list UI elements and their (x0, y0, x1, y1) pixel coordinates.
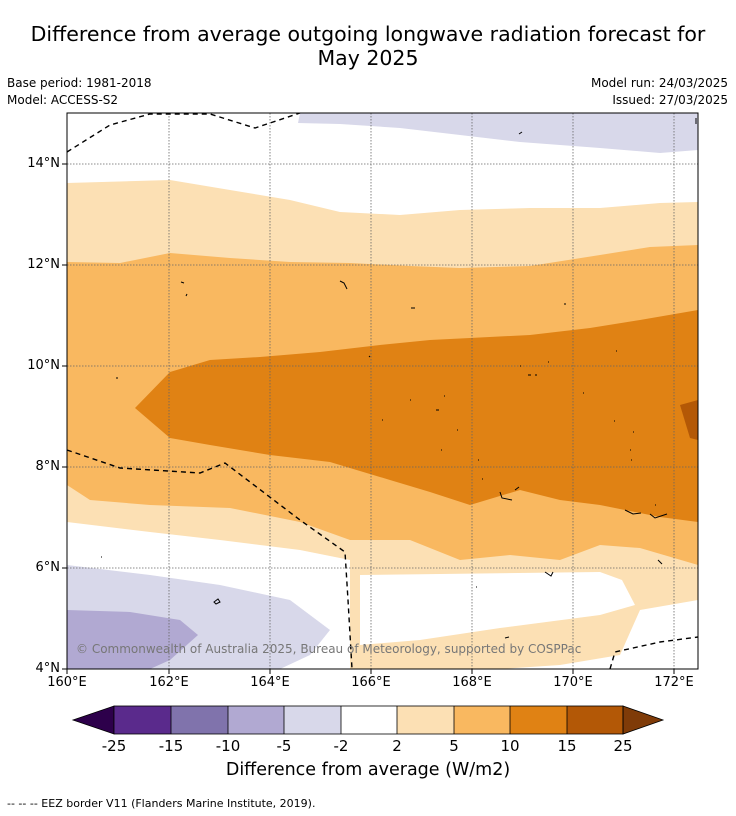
colorbar-tick-label: -2 (333, 737, 349, 755)
map-title-line1: Difference from average outgoing longwav… (30, 22, 706, 46)
colorbar-tick-label: -10 (215, 737, 241, 755)
colorbar-under-arrow (71, 705, 115, 735)
colorbar-tick-label: -25 (101, 737, 127, 755)
eez-footnote: -- -- -- EEZ border V11 (Flanders Marine… (7, 797, 316, 810)
map-title: Difference from average outgoing longwav… (0, 22, 736, 70)
lat-label-12n: 12°N (27, 257, 60, 272)
model-text: Model: ACCESS-S2 (7, 93, 119, 107)
colorbar (71, 705, 665, 735)
lon-label-170e: 170°E (553, 675, 593, 690)
band-neg5-top (298, 113, 698, 153)
colorbar-tick-label: 25 (613, 737, 633, 755)
colorbar-tick-label: 10 (500, 737, 520, 755)
map-border (66, 112, 699, 670)
colorbar-bin-1 (114, 706, 171, 734)
islands (101, 118, 697, 639)
lat-label-14n: 14°N (27, 156, 60, 171)
colorbar-tick-label: 2 (392, 737, 402, 755)
lon-label-172e: 172°E (654, 675, 694, 690)
lon-label-166e: 166°E (351, 675, 391, 690)
map-plot-area (67, 113, 698, 669)
meta-right: Model run: 24/03/2025 Issued: 27/03/2025 (591, 75, 728, 109)
band-pos15-25 (680, 400, 698, 440)
colorbar-bin-3 (228, 706, 284, 734)
lat-label-10n: 10°N (27, 358, 60, 373)
colorbar-title: Difference from average (W/m2) (225, 760, 511, 780)
colorbar-bin-6 (397, 706, 454, 734)
lat-label-4n: 4°N (35, 661, 61, 676)
base-period-text: Base period: 1981-2018 (7, 76, 152, 90)
colorbar-bin-9 (567, 706, 623, 734)
colorbar-bin-8 (510, 706, 567, 734)
colorbar-tick-label: -15 (158, 737, 184, 755)
colorbar-tick-label: 5 (449, 737, 459, 755)
colorbar-bin-4 (284, 706, 341, 734)
map-title-line2: May 2025 (317, 46, 419, 70)
colorbar-bin-2 (171, 706, 228, 734)
band-neg10-bottom (67, 610, 198, 669)
gridlines (67, 113, 698, 669)
issued-text: Issued: 27/03/2025 (612, 93, 728, 107)
colorbar-over-arrow (622, 705, 665, 735)
eez-borders (67, 113, 698, 669)
colorbar-bin-7 (454, 706, 510, 734)
copyright-text: © Commonwealth of Australia 2025, Bureau… (76, 642, 582, 656)
model-run-text: Model run: 24/03/2025 (590, 76, 728, 90)
lon-label-168e: 168°E (452, 675, 492, 690)
colorbar-bin-5 (341, 706, 397, 734)
lon-label-162e: 162°E (149, 675, 189, 690)
meta-left: Base period: 1981-2018 Model: ACCESS-S2 (7, 75, 152, 109)
band-white-right (360, 572, 635, 645)
axis-ticks (62, 163, 675, 674)
lat-label-6n: 6°N (35, 560, 61, 575)
colorbar-tick-label: 15 (557, 737, 577, 755)
lat-label-8n: 8°N (35, 459, 61, 474)
band-pos10-15 (135, 310, 698, 522)
lon-label-164e: 164°E (250, 675, 290, 690)
colorbar-tick-label: -5 (276, 737, 292, 755)
lon-label-160e: 160°E (47, 675, 87, 690)
